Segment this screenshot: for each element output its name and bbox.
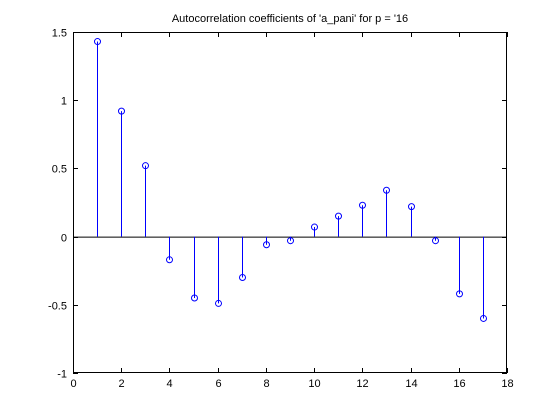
stem-marker: [94, 38, 101, 46]
stem-marker: [311, 223, 318, 231]
x-tick-label: 18: [501, 378, 513, 390]
stem-marker: [359, 201, 366, 209]
stem-marker: [335, 212, 342, 220]
axes-background: [73, 32, 507, 373]
stem-marker: [287, 237, 294, 245]
stem-marker: [408, 203, 415, 211]
y-tick-label: -1: [57, 369, 67, 381]
stem-marker: [263, 241, 270, 249]
x-tick-label: 14: [405, 378, 417, 390]
y-tick-label: 1: [61, 96, 67, 108]
stem-marker: [432, 237, 439, 245]
x-tick-label: 8: [263, 378, 269, 390]
x-tick-label: 6: [215, 378, 221, 390]
stem-marker: [239, 274, 246, 282]
stem-marker: [383, 186, 390, 194]
y-tick-label: -0.5: [48, 301, 67, 313]
stem-marker: [456, 290, 463, 298]
x-tick-label: 0: [70, 378, 76, 390]
stem-marker: [480, 314, 487, 322]
x-tick-label: 12: [356, 378, 368, 390]
stem-marker: [118, 107, 125, 115]
chart-title: Autocorrelation coefficients of 'a_pani'…: [172, 13, 408, 25]
x-tick-label: 2: [118, 378, 124, 390]
x-tick-label: 16: [453, 378, 465, 390]
y-tick-label: 0.5: [52, 164, 67, 176]
y-tick-label: 1.5: [52, 28, 67, 40]
axes-frame: [73, 32, 507, 373]
x-tick-label: 4: [166, 378, 172, 390]
stem-marker: [142, 162, 149, 170]
x-tick-label: 10: [308, 378, 320, 390]
stem-marker: [166, 256, 173, 264]
y-tick-label: 0: [61, 233, 67, 245]
stem-marker: [191, 294, 198, 302]
stem-marker: [215, 299, 222, 307]
